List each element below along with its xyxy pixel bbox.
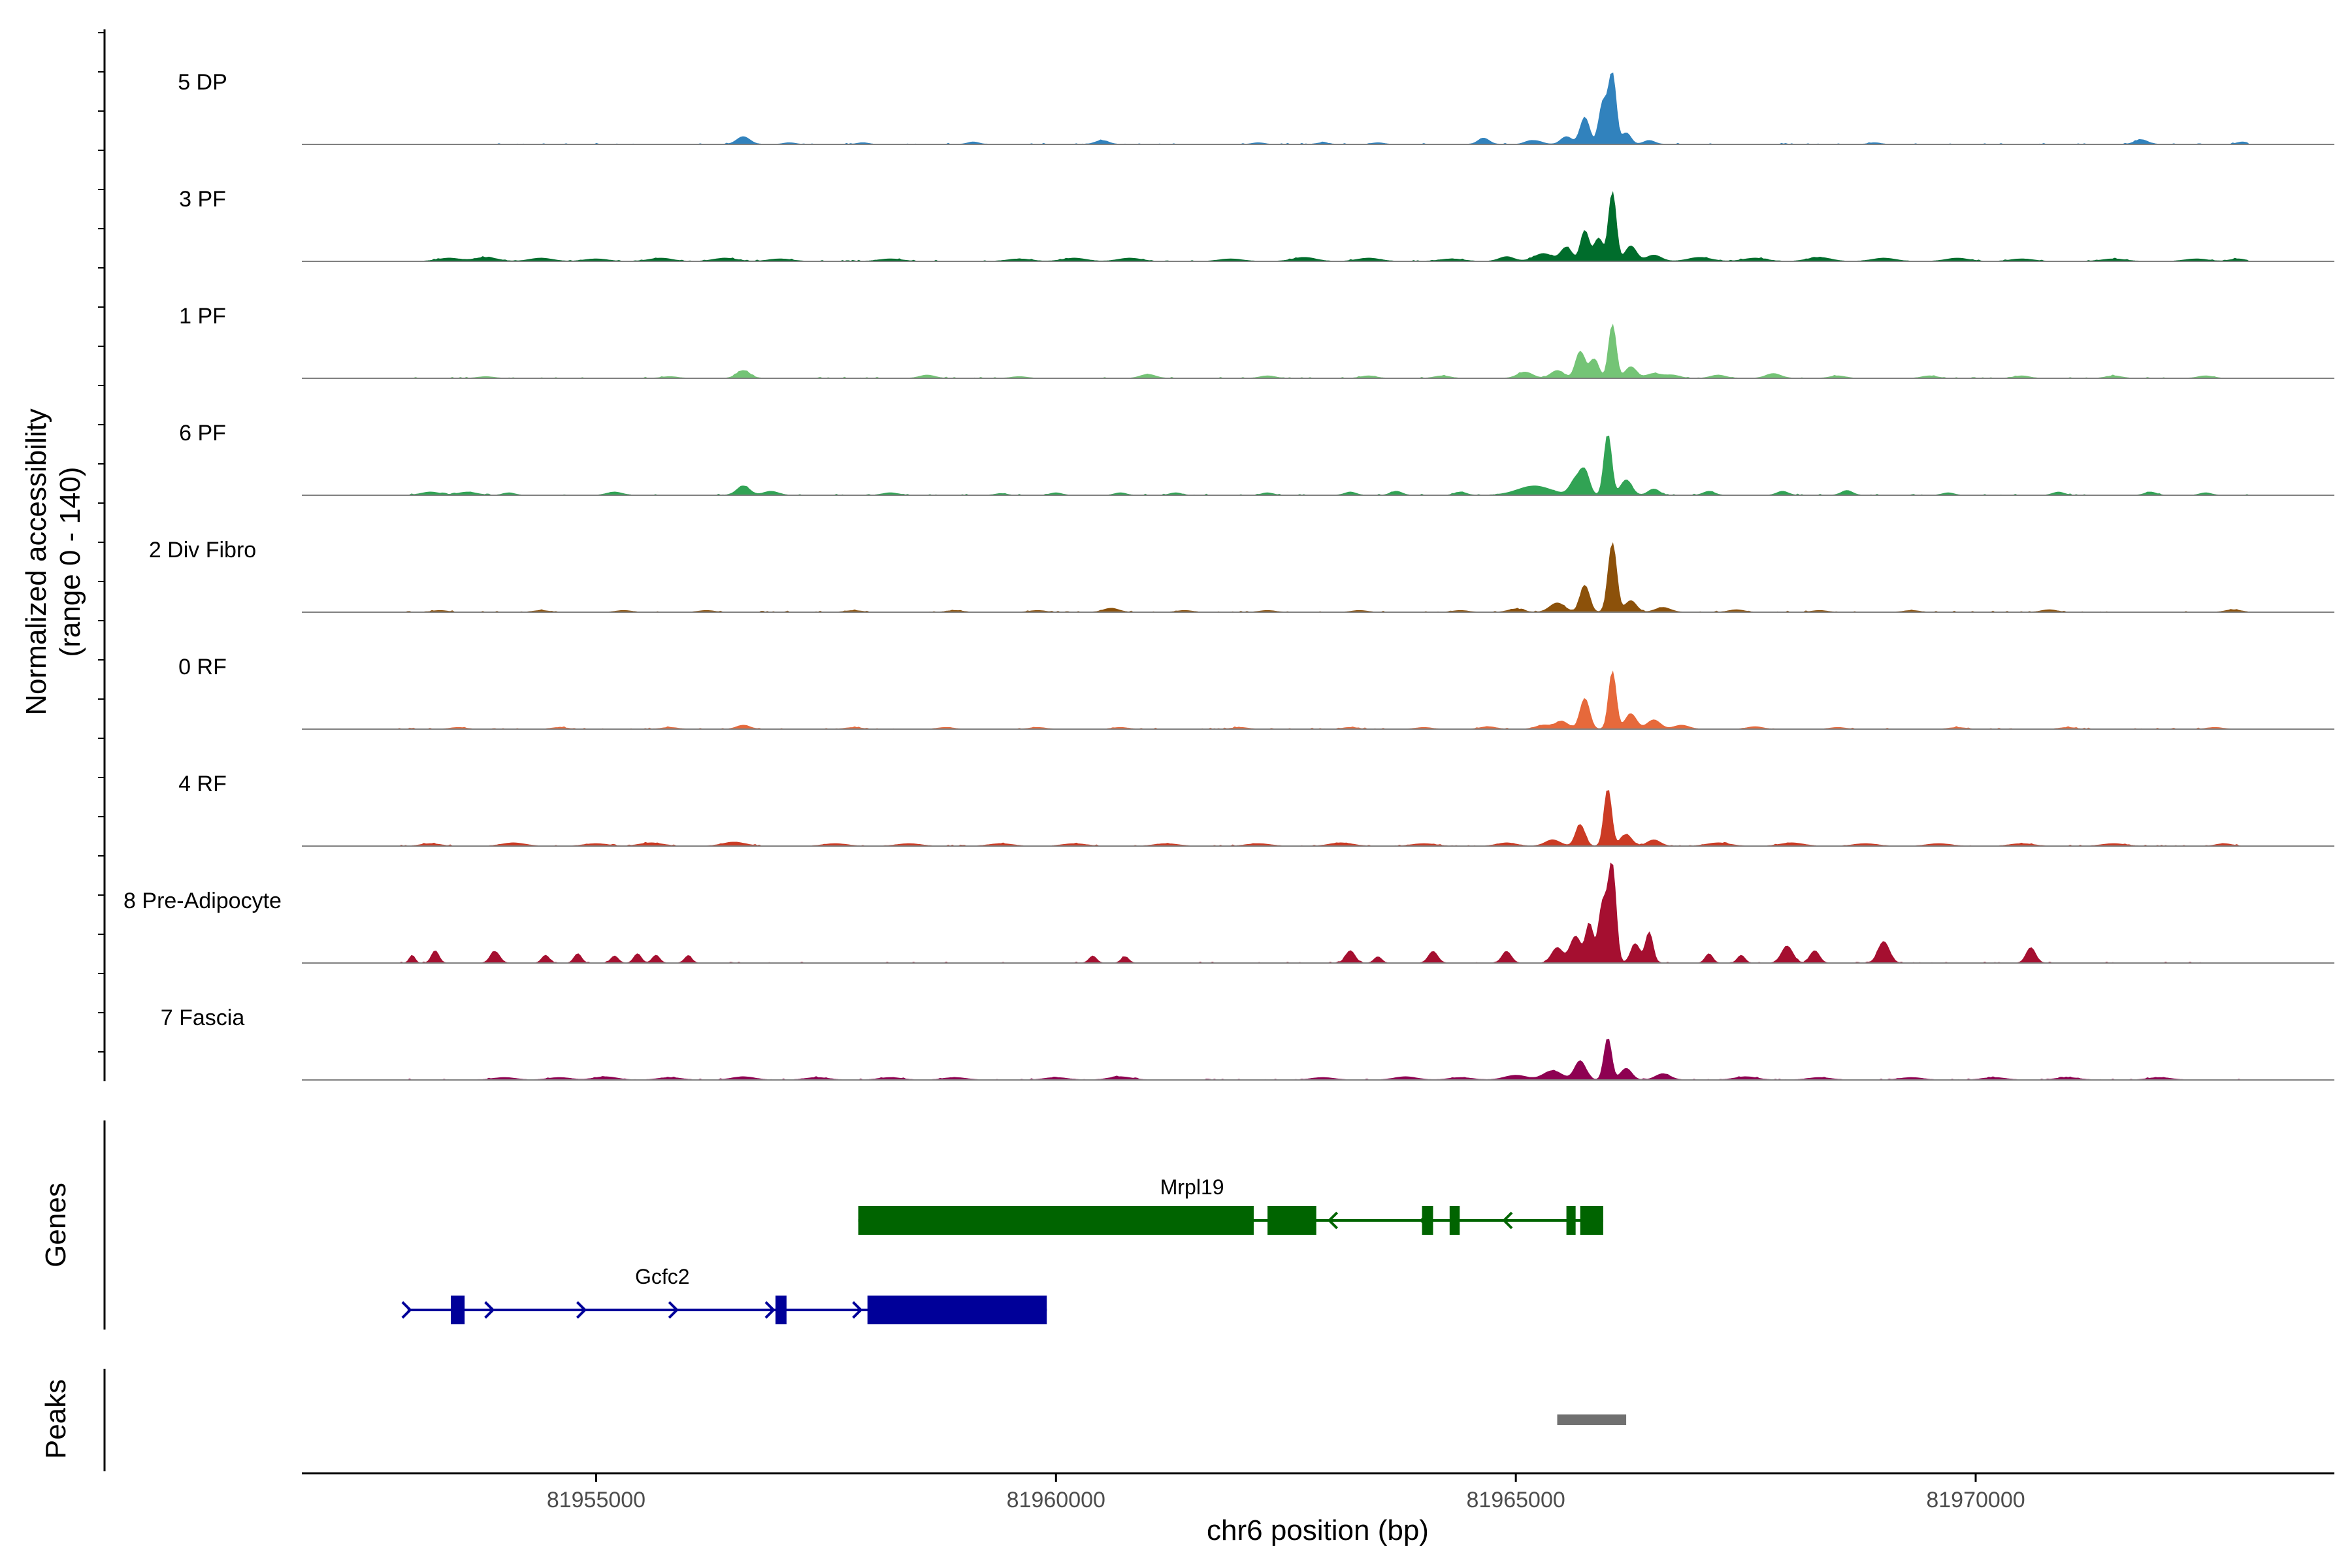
coverage-area	[302, 72, 2334, 145]
track-2-div-fibro: 2 Div Fibro	[149, 538, 2334, 613]
track-label: 4 RF	[178, 772, 227, 796]
track-label: 1 PF	[179, 304, 226, 329]
track-5-dp: 5 DP	[178, 70, 2334, 145]
gene-label: Gcfc2	[635, 1265, 690, 1288]
gene-mrpl19: Mrpl19	[858, 1175, 1603, 1235]
strand-arrow	[1502, 1211, 1513, 1230]
coverage-area	[302, 542, 2334, 613]
gene-exon	[775, 1296, 787, 1324]
track-label: 5 DP	[178, 70, 227, 95]
gene-exon	[1449, 1206, 1460, 1235]
strand-arrow	[668, 1301, 679, 1319]
track-label: 7 Fascia	[161, 1005, 245, 1030]
coverage-area	[302, 670, 2334, 730]
coverage-area	[302, 790, 2334, 847]
gene-exon	[451, 1296, 465, 1324]
coverage-area	[302, 435, 2334, 496]
track-8-pre-adipocyte: 8 Pre-Adipocyte	[123, 862, 2334, 964]
gene-exon	[1422, 1206, 1433, 1235]
track-label: 6 PF	[179, 421, 226, 446]
x-tick-label: 81965000	[1467, 1488, 1565, 1512]
peaks-track-label: Peaks	[40, 1379, 72, 1459]
peak-regions	[1557, 1414, 1627, 1425]
peak-region	[1557, 1414, 1627, 1425]
strand-arrow	[401, 1301, 412, 1319]
track-7-fascia: 7 Fascia	[161, 1005, 2334, 1081]
gene-exon	[858, 1206, 1254, 1235]
strand-arrow	[852, 1301, 863, 1319]
gene-exon	[867, 1296, 1047, 1324]
track-3-pf: 3 PF	[179, 187, 2334, 262]
genes-track-label: Genes	[40, 1183, 72, 1267]
track-1-pf: 1 PF	[179, 304, 2334, 379]
gene-gcfc2: Gcfc2	[401, 1265, 1047, 1324]
x-tick-label: 81960000	[1007, 1488, 1105, 1512]
strand-arrow	[764, 1301, 776, 1319]
coverage-tracks: 5 DP 3 PF 1 PF 6 PF 2 Div Fibro 0 RF 4 RF 8 Pre…	[123, 70, 2334, 1081]
track-label: 0 RF	[178, 655, 227, 679]
track-4-rf: 4 RF	[178, 772, 2334, 847]
track-label: 8 Pre-Adipocyte	[123, 889, 282, 913]
track-6-pf: 6 PF	[179, 421, 2334, 496]
x-axis-ticks: 81955000 81960000 81965000 81970000	[547, 1473, 2025, 1512]
coverage-y-ticks	[98, 32, 105, 1053]
gene-annotations: Mrpl19 Gcfc2	[401, 1175, 1603, 1324]
gene-exon	[1566, 1206, 1576, 1235]
track-0-rf: 0 RF	[178, 655, 2334, 730]
track-label: 3 PF	[179, 187, 226, 212]
gene-exon	[1267, 1206, 1316, 1235]
gene-exon	[1580, 1206, 1603, 1235]
coverage-area	[302, 323, 2334, 379]
track-label: 2 Div Fibro	[149, 538, 256, 563]
strand-arrow	[1327, 1211, 1339, 1230]
strand-arrow	[1419, 1211, 1430, 1230]
gene-label: Mrpl19	[1160, 1175, 1224, 1199]
y-axis-title-range: (range 0 - 140)	[54, 466, 86, 657]
x-axis-title: chr6 position (bp)	[1207, 1514, 1429, 1546]
x-tick-label: 81955000	[547, 1488, 645, 1512]
x-tick-label: 81970000	[1926, 1488, 2025, 1512]
coverage-area	[302, 1038, 2334, 1081]
y-axis-title: Normalized accessibility	[20, 408, 52, 715]
coverage-area	[302, 191, 2334, 262]
strand-arrow	[576, 1301, 587, 1319]
coverage-area	[302, 862, 2334, 964]
strand-arrow	[484, 1301, 495, 1319]
